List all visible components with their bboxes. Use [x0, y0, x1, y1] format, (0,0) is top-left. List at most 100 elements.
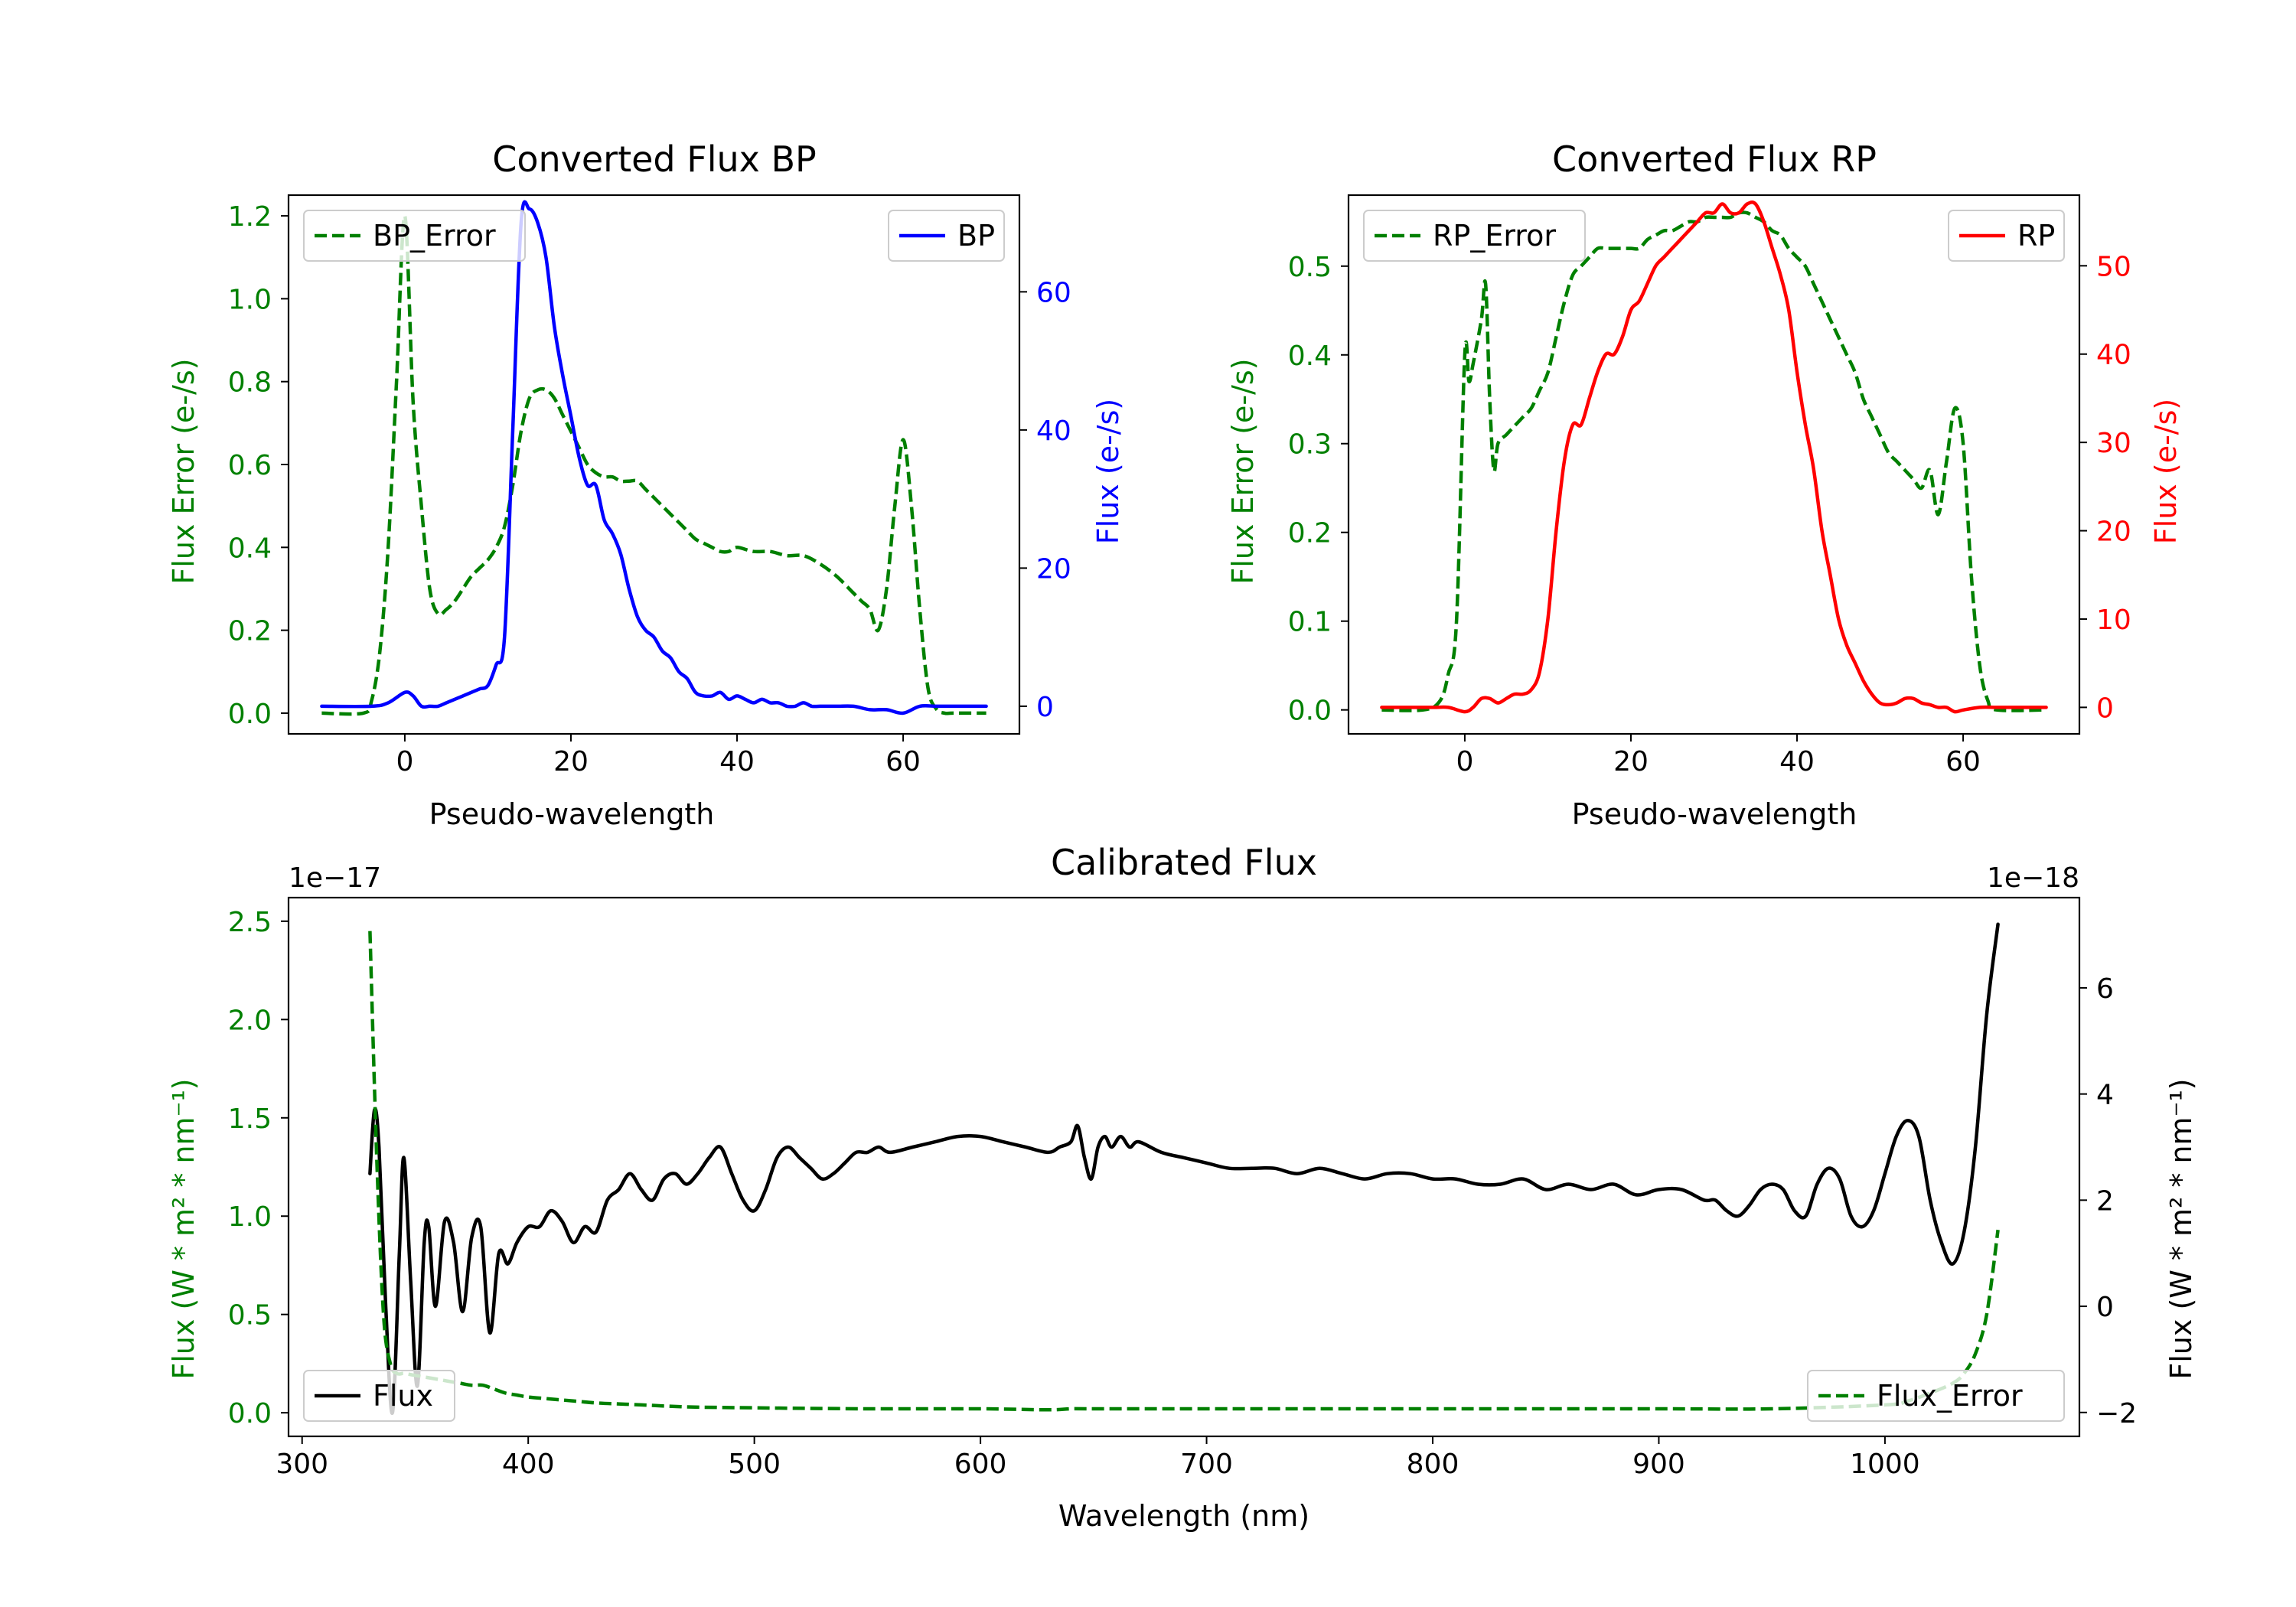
bp-right-ytick-label: 0	[1036, 692, 1054, 723]
cal-xtick-label: 600	[954, 1449, 1007, 1480]
cal-left-ytick-label: 1.0	[228, 1201, 272, 1233]
rp-xtick-label: 60	[1945, 746, 1981, 777]
bp-left-ytick-label: 0.8	[228, 367, 272, 399]
bp-left-ytick-label: 0.6	[228, 450, 272, 481]
rp-right-ytick-label: 0	[2096, 693, 2114, 724]
rp-xtick-label: 40	[1779, 746, 1815, 777]
cal-title: Calibrated Flux	[1051, 842, 1317, 883]
bp-legend-left: BP_Error	[303, 210, 526, 262]
cal-left-ytick-label: 2.0	[228, 1005, 272, 1036]
cal-legend-layer: Flux Flux_Error	[303, 1370, 2065, 1422]
bp-xtick-label: 60	[885, 746, 921, 777]
cal-left-ylabel: Flux (W * m² * nm⁻¹)	[167, 1078, 201, 1379]
rp-legend-right: RP	[1948, 210, 2065, 262]
cal-xtick-label: 700	[1180, 1449, 1233, 1480]
cal-right-ytick-label: 0	[2096, 1292, 2114, 1323]
cal-legend-left: Flux	[303, 1370, 455, 1422]
cal-xtick-label: 800	[1407, 1449, 1459, 1480]
bp-legend-right: BP	[888, 210, 1005, 262]
rp-left-ytick-label: 0.4	[1288, 341, 1332, 372]
cal-legend-right: Flux_Error	[1807, 1370, 2065, 1422]
bp-tick-layer: 0 20 40 60 0.0 0.2 0.4 0.6 0.8 1.0 1.2 0 20 40 60	[228, 201, 1071, 777]
cal-tick-layer: 300 400 500 600 700 800 900 1000 0.0 0.5 1.0 1.5 2.0…	[228, 907, 2137, 1480]
rp-right-ytick-label: 40	[2096, 340, 2131, 371]
rp-right-ytick-label: 10	[2096, 605, 2131, 636]
cal-left-ytick-label: 0.5	[228, 1300, 272, 1332]
bp-legend-bp-error-label: BP_Error	[373, 219, 496, 253]
rp-left-ytick-label: 0.3	[1288, 429, 1332, 461]
bp-left-ytick-label: 0.4	[228, 533, 272, 564]
rp-right-ytick-label: 30	[2096, 428, 2131, 459]
cal-panel: Calibrated Flux Wavelength (nm) Flux (W …	[167, 842, 2198, 1533]
bp-axes-frame	[287, 194, 1021, 735]
rp-legend-box	[1948, 210, 2065, 262]
cal-xtick-label: 500	[728, 1449, 781, 1480]
bp-legend-box	[303, 210, 526, 262]
bp-right-ytick-label: 40	[1036, 416, 1071, 447]
cal-xtick-label: 900	[1632, 1449, 1685, 1480]
bp-right-ylabel: Flux (e-/s)	[1091, 399, 1125, 544]
bp-series-layer	[320, 200, 988, 716]
bp-legend-layer: BP_Error BP	[303, 210, 1005, 262]
rp-legend-layer: RP_Error RP	[1363, 210, 2065, 262]
rp-tick-layer: 0 20 40 60 0.0 0.1 0.2 0.3 0.4 0.5 0 10 20 30 40 50	[1288, 251, 2131, 777]
rp-legend-box	[1363, 210, 1586, 262]
rp-xlabel: Pseudo-wavelength	[1572, 797, 1857, 831]
rp-xtick-label: 0	[1456, 746, 1473, 777]
bp-legend-bp-label: BP	[957, 219, 995, 253]
cal-left-ytick-label: 1.5	[228, 1103, 272, 1135]
cal-series-flux-line	[368, 922, 2000, 1415]
cal-xtick-label: 1000	[1850, 1449, 1920, 1480]
cal-legend-box	[303, 1370, 455, 1422]
bp-left-ytick-label: 0.0	[228, 699, 272, 730]
bp-series-bp-error-line	[321, 214, 987, 716]
cal-left-ytick-label: 2.5	[228, 907, 272, 938]
rp-left-ylabel: Flux Error (e-/s)	[1226, 358, 1260, 584]
rp-title: Converted Flux RP	[1552, 139, 1877, 180]
bp-xtick-label: 40	[719, 746, 755, 777]
bp-panel: Converted Flux BP Pseudo-wavelength Flux…	[167, 139, 1125, 831]
rp-panel: Converted Flux RP Pseudo-wavelength Flux…	[1226, 139, 2183, 831]
cal-right-ytick-label: 2	[2096, 1185, 2114, 1217]
rp-left-ytick-label: 0.2	[1288, 518, 1332, 549]
rp-series-rp-line	[1380, 200, 2048, 714]
rp-right-ytick-label: 50	[2096, 251, 2131, 282]
cal-xlabel: Wavelength (nm)	[1058, 1499, 1309, 1533]
bp-xtick-label: 20	[553, 746, 589, 777]
cal-right-ylabel: Flux (W * m² * nm⁻¹)	[2164, 1078, 2198, 1379]
cal-right-ytick-label: 6	[2096, 973, 2114, 1005]
rp-axes-frame	[1347, 194, 2081, 735]
rp-right-ylabel: Flux (e-/s)	[2149, 399, 2183, 544]
bp-left-ytick-label: 1.2	[228, 201, 272, 233]
rp-left-ytick-label: 0.0	[1288, 696, 1332, 727]
bp-series-bp-line	[320, 200, 988, 715]
cal-axes-frame	[287, 896, 2081, 1438]
cal-xtick-label: 400	[502, 1449, 555, 1480]
rp-legend-rp-error-label: RP_Error	[1433, 219, 1556, 253]
cal-xtick-label: 300	[276, 1449, 328, 1480]
bp-left-ytick-label: 0.2	[228, 616, 272, 647]
bp-legend-box	[888, 210, 1005, 262]
bp-right-ytick-label: 60	[1036, 277, 1071, 308]
rp-xtick-label: 20	[1613, 746, 1649, 777]
cal-legend-flux-label: Flux	[373, 1379, 433, 1413]
rp-right-ytick-label: 20	[2096, 517, 2131, 548]
rp-legend-left: RP_Error	[1363, 210, 1586, 262]
bp-xlabel: Pseudo-wavelength	[429, 797, 715, 831]
cal-left-ytick-label: 0.0	[228, 1398, 272, 1429]
cal-legend-flux-error-label: Flux_Error	[1877, 1379, 2023, 1413]
bp-xtick-label: 0	[396, 746, 413, 777]
bp-left-ylabel: Flux Error (e-/s)	[167, 358, 201, 584]
rp-series-layer	[1380, 200, 2048, 714]
rp-legend-rp-label: RP	[2017, 219, 2055, 253]
cal-legend-box	[1807, 1370, 2065, 1422]
bp-left-ytick-label: 1.0	[228, 284, 272, 315]
rp-left-ytick-label: 0.5	[1288, 252, 1332, 283]
bp-title: Converted Flux BP	[492, 139, 817, 180]
cal-right-scale: 1e−18	[1987, 862, 2079, 894]
cal-right-ytick-label: −2	[2096, 1398, 2137, 1429]
cal-right-ytick-label: 4	[2096, 1080, 2114, 1111]
rp-left-ytick-label: 0.1	[1288, 607, 1332, 638]
